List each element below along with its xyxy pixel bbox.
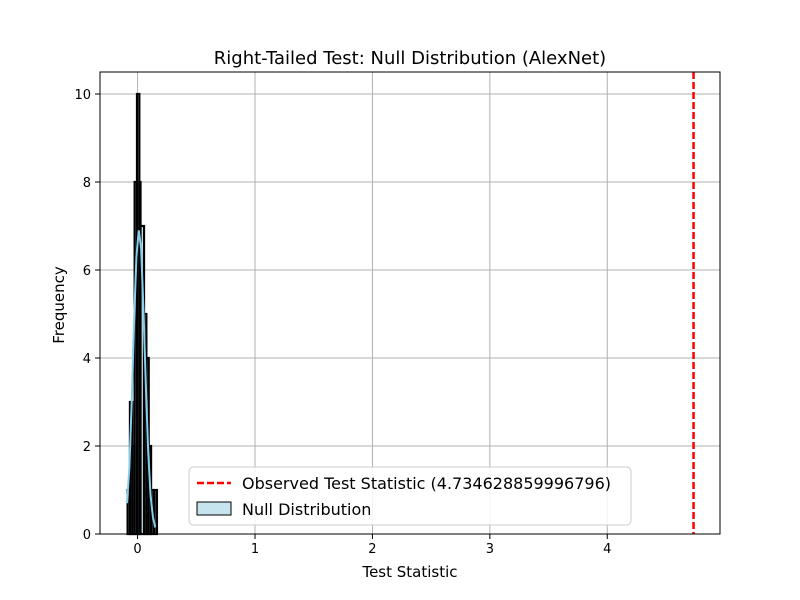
plot-frame: [99, 71, 721, 535]
y-axis-label: Frequency: [50, 266, 68, 344]
axis-ticks: 0 1 2 3 4 0 2 4 6 8 10: [74, 88, 611, 557]
legend-null-label: Null Distribution: [242, 500, 371, 519]
y-tick-label: 4: [83, 352, 91, 367]
y-tick-label: 8: [83, 176, 91, 191]
legend-box: [188, 466, 632, 526]
x-tick-label: 2: [368, 542, 376, 557]
x-axis-label: Test Statistic: [361, 563, 457, 581]
legend-observed-label: Observed Test Statistic (4.7346288599967…: [242, 474, 611, 493]
y-tick-label: 2: [83, 440, 91, 455]
axes-frame: [99, 71, 721, 535]
legend-null-swatch: [196, 501, 232, 516]
grid: [100, 72, 720, 535]
chart-title: Right-Tailed Test: Null Distribution (Al…: [214, 48, 606, 69]
legend: Observed Test Statistic (4.7346288599967…: [188, 466, 632, 526]
y-tick-label: 10: [74, 88, 91, 103]
x-tick-label: 0: [133, 542, 141, 557]
x-tick-label: 3: [486, 542, 494, 557]
kde-curve: [126, 230, 157, 528]
x-tick-label: 4: [603, 542, 611, 557]
kde-line: [126, 230, 157, 528]
y-tick-label: 0: [83, 528, 91, 543]
x-tick-label: 1: [251, 542, 259, 557]
y-tick-label: 6: [83, 264, 91, 279]
